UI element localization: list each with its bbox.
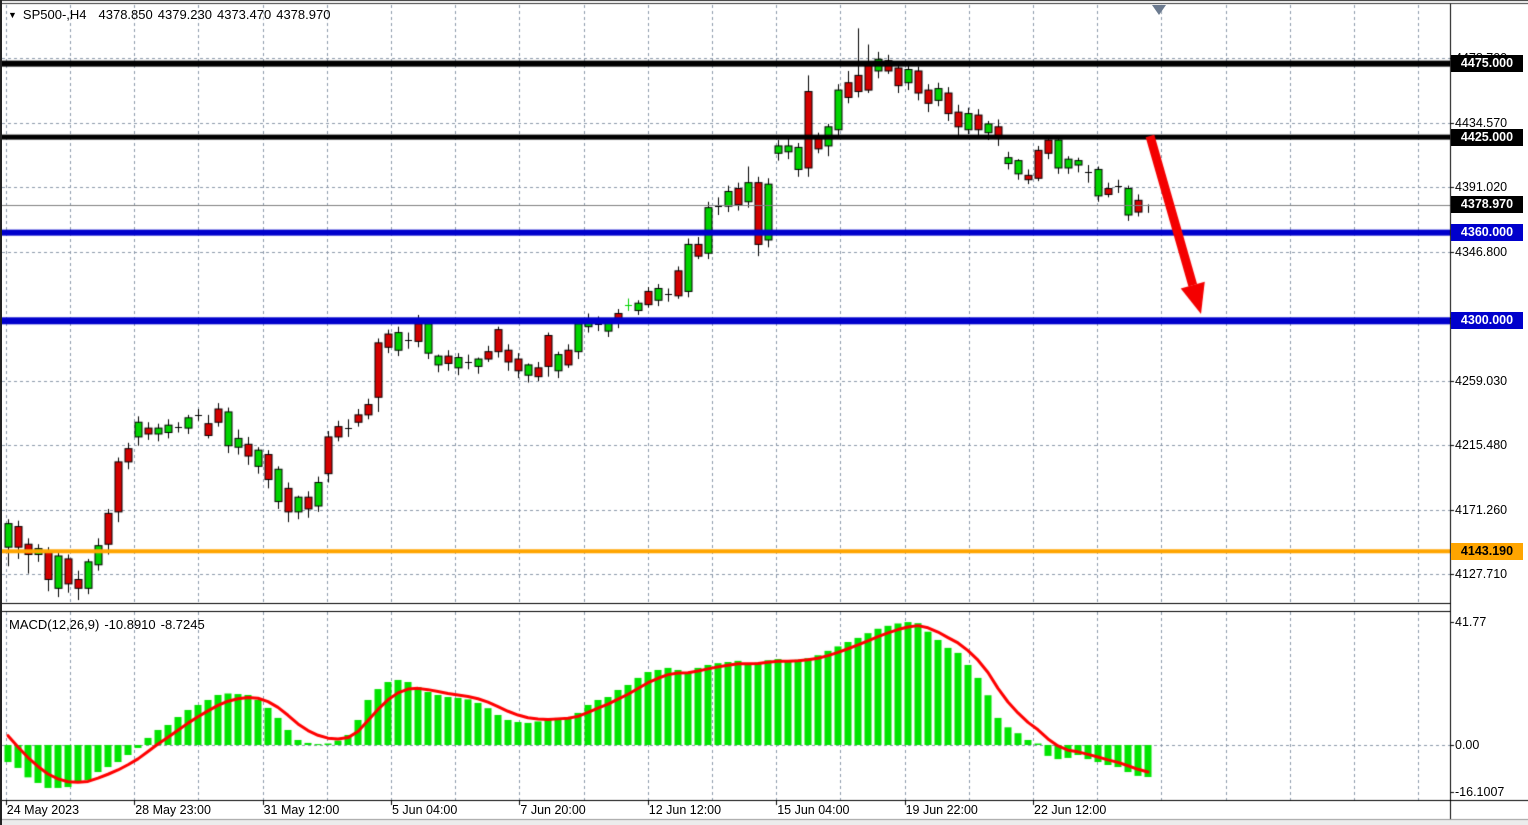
time-axis-label: 28 May 23:00 [135,803,211,817]
price-level-badge: 4360.000 [1451,224,1523,242]
indicator-signal-value: -8.7245 [160,617,205,632]
time-axis-label: 7 Jun 20:00 [520,803,586,817]
chart-title: ▼ SP500-,H4 4378.850 4379.230 4373.470 4378.9… [8,7,335,22]
price-axis-tick: 4391.020 [1455,180,1508,195]
close-value: 4378.970 [276,7,331,22]
price-axis-tick: 4127.710 [1455,567,1508,582]
indicator-main-value: -10.8910 [104,617,156,632]
price-level-badge: 4300.000 [1451,312,1523,330]
indicator-name: MACD(12,26,9) [9,617,100,632]
price-axis-tick: 4171.260 [1455,503,1508,518]
time-axis-label: 19 Jun 22:00 [905,803,978,817]
open-value: 4378.850 [98,7,153,22]
time-axis-label: 22 Jun 12:00 [1034,803,1107,817]
time-axis-label: 24 May 2023 [6,803,80,817]
low-value: 4373.470 [216,7,272,22]
price-axis-tick: 4434.570 [1455,116,1508,131]
chart-shift-marker-icon[interactable] [1152,5,1166,15]
indicator-label: MACD(12,26,9) -10.8910 -8.7245 [9,617,210,632]
indicator-axis-tick: -16.1007 [1455,785,1505,800]
price-axis-tick: 4215.480 [1455,438,1508,453]
indicator-axis-tick: 41.77 [1455,615,1487,630]
high-value: 4379.230 [157,7,212,22]
price-level-badge: 4475.000 [1451,55,1523,73]
symbol-period-label: SP500-,H4 [22,7,87,22]
price-level-badge: 4143.190 [1451,542,1523,560]
time-axis-label: 5 Jun 04:00 [392,803,458,817]
time-axis-label: 15 Jun 04:00 [777,803,850,817]
time-axis-label: 12 Jun 12:00 [648,803,722,817]
price-axis-tick: 4259.030 [1455,374,1508,389]
symbol-dropdown-icon[interactable]: ▼ [8,10,17,20]
price-axis-tick: 4346.800 [1455,245,1508,260]
price-level-badge: 4425.000 [1451,128,1523,146]
price-level-badge: 4378.970 [1451,196,1523,214]
time-axis-label: 31 May 12:00 [263,803,340,817]
indicator-axis-tick: 0.00 [1455,737,1480,752]
